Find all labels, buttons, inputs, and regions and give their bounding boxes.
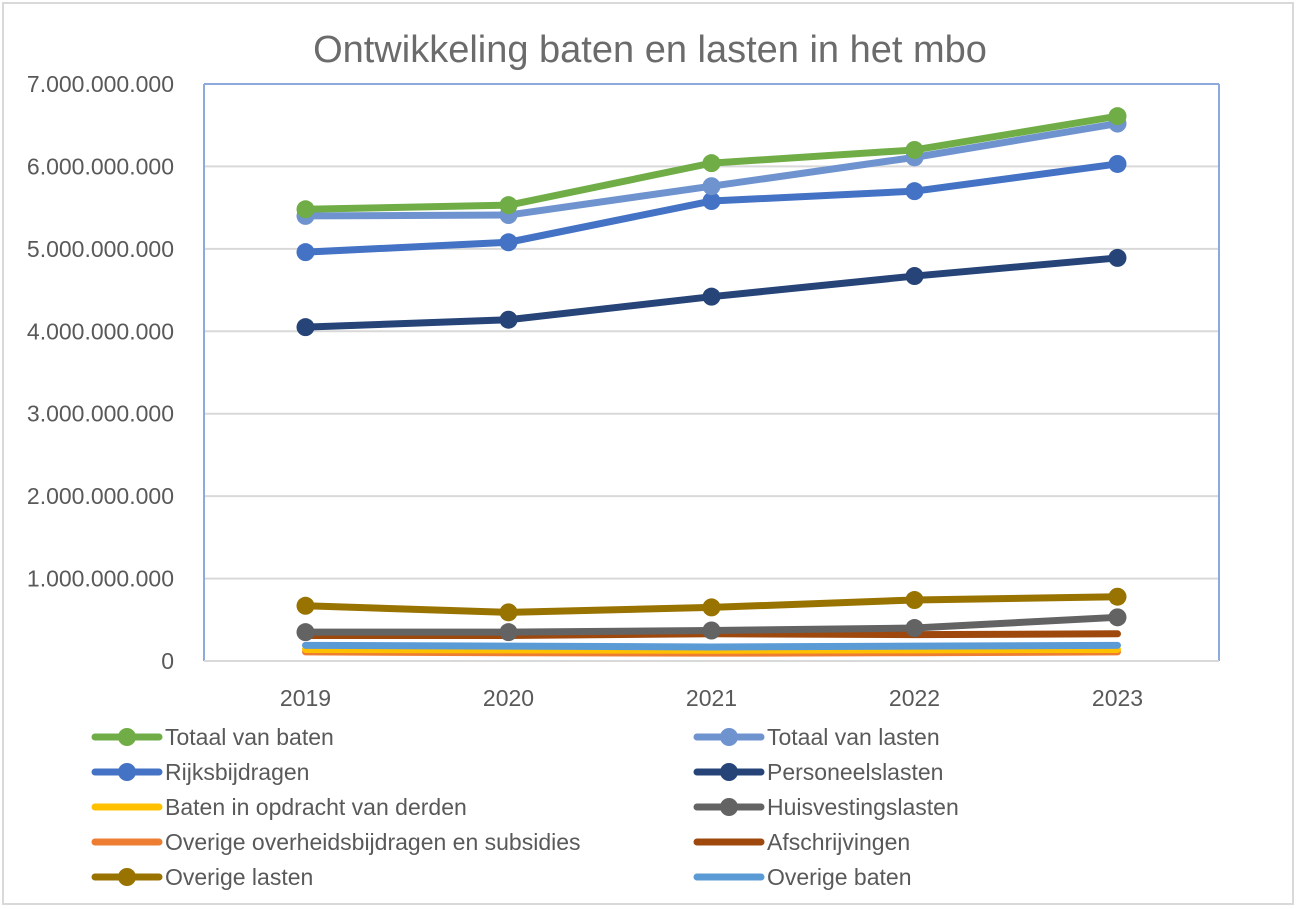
series-line: [302, 641, 1121, 651]
data-point: [499, 623, 518, 642]
x-tick-label: 2021: [686, 685, 737, 711]
legend-item[interactable]: Huisvestingslasten: [693, 794, 959, 820]
y-tick-label: 2.000.000.000: [27, 483, 174, 509]
legend-item[interactable]: Totaal van lasten: [693, 724, 940, 750]
chart-title: Ontwikkeling baten en lasten in het mbo: [313, 29, 987, 71]
legend: Totaal van baten Totaal van lasten Rijksbi…: [91, 724, 959, 890]
series-overige-lasten: [296, 587, 1127, 622]
data-point: [296, 596, 315, 615]
legend-marker: [118, 868, 136, 886]
data-point: [296, 200, 315, 219]
data-point: [499, 233, 518, 252]
legend-marker: [118, 763, 136, 781]
data-point: [702, 192, 721, 211]
data-point: [499, 310, 518, 329]
x-tick-label: 2020: [483, 685, 534, 711]
data-point: [296, 318, 315, 337]
legend-label: Personeelslasten: [767, 759, 943, 785]
legend-item[interactable]: Rijksbijdragen: [91, 759, 309, 785]
data-point: [702, 287, 721, 306]
data-point: [499, 196, 518, 215]
legend-label: Overige lasten: [165, 864, 313, 890]
series-rijksbijdragen: [296, 154, 1127, 262]
legend-label: Overige baten: [767, 864, 911, 890]
x-tick-label: 2023: [1092, 685, 1143, 711]
data-point: [1108, 107, 1127, 126]
legend-item[interactable]: Personeelslasten: [693, 759, 943, 785]
y-tick-label: 4.000.000.000: [27, 318, 174, 344]
legend-item[interactable]: Overige baten: [693, 864, 911, 890]
y-tick-label: 7.000.000.000: [27, 71, 174, 97]
series-totaal-van-baten: [296, 107, 1127, 219]
data-point: [296, 623, 315, 642]
legend-marker: [720, 728, 738, 746]
data-point: [702, 621, 721, 640]
legend-label: Totaal van baten: [165, 724, 334, 750]
legend-marker: [118, 728, 136, 746]
legend-label: Totaal van lasten: [767, 724, 940, 750]
data-point: [702, 598, 721, 617]
y-tick-label: 5.000.000.000: [27, 236, 174, 262]
legend-item[interactable]: Overige overheidsbijdragen en subsidies: [91, 829, 581, 855]
data-point: [1108, 587, 1127, 606]
legend-label: Afschrijvingen: [767, 829, 910, 855]
series-overige-baten: [302, 641, 1121, 651]
legend-label: Huisvestingslasten: [767, 794, 959, 820]
x-tick-label: 2022: [889, 685, 940, 711]
series-huisvestingslasten: [296, 608, 1127, 642]
x-tick-label: 2019: [280, 685, 331, 711]
y-tick-label: 1.000.000.000: [27, 566, 174, 592]
data-point: [1108, 608, 1127, 627]
axes: 0 1.000.000.000 2.000.000.000 3.000.000.000…: [27, 71, 1220, 711]
legend-item[interactable]: Baten in opdracht van derden: [91, 794, 467, 820]
data-point: [1108, 154, 1127, 173]
data-point: [296, 243, 315, 262]
legend-label: Overige overheidsbijdragen en subsidies: [165, 829, 581, 855]
series-lines: [296, 107, 1127, 657]
y-tick-label: 6.000.000.000: [27, 153, 174, 179]
data-point: [702, 154, 721, 173]
data-point: [905, 140, 924, 159]
legend-marker: [720, 763, 738, 781]
data-point: [905, 182, 924, 201]
legend-item[interactable]: Overige lasten: [91, 864, 313, 890]
data-point: [702, 177, 721, 196]
data-point: [1108, 248, 1127, 267]
legend-marker: [720, 798, 738, 816]
legend-label: Baten in opdracht van derden: [165, 794, 467, 820]
legend-label: Rijksbijdragen: [165, 759, 309, 785]
data-point: [499, 603, 518, 622]
legend-item[interactable]: Afschrijvingen: [693, 829, 910, 855]
legend-item[interactable]: Totaal van baten: [91, 724, 334, 750]
data-point: [905, 591, 924, 610]
series-personeelslasten: [296, 248, 1127, 337]
data-point: [905, 267, 924, 286]
y-tick-label: 3.000.000.000: [27, 401, 174, 427]
y-tick-label: 0: [161, 648, 174, 674]
data-point: [905, 619, 924, 638]
gridlines: [204, 165, 1219, 580]
